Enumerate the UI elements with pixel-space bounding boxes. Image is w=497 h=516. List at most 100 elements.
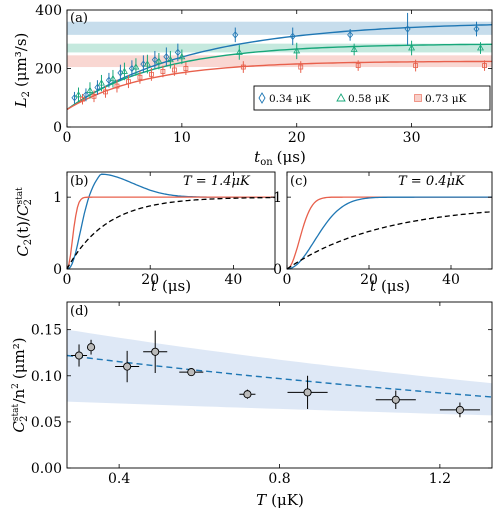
- panel-b-ylabel: C2(t)/Cstat2: [14, 187, 34, 257]
- data-point: [235, 48, 243, 55]
- data-point: [86, 86, 94, 93]
- panel-a-label: (a): [70, 11, 88, 26]
- fit-line: [66, 354, 493, 398]
- data-point: [74, 351, 84, 360]
- legend-label: 0.73 μK: [425, 93, 467, 105]
- panel-a-data-points: [71, 12, 487, 105]
- legend-marker: [414, 94, 422, 102]
- a-ytick-label: 400: [35, 3, 62, 19]
- panel-a-bands: [67, 21, 492, 68]
- c-xtick-label: 0: [283, 272, 292, 288]
- legend-label: 0.34 μK: [269, 93, 311, 105]
- series-line: [66, 196, 275, 270]
- panel-a-legend: 0.34 μK 0.58 μK 0.73 μK: [253, 85, 491, 111]
- data-point: [391, 395, 400, 404]
- panel-b: 0 20 40 0 1 (b) T = 1.4μK t (μs) C2(t)/Cstat2: [14, 171, 276, 295]
- panel-c-curves: [286, 196, 493, 270]
- data-point: [163, 53, 170, 61]
- data-point: [151, 347, 160, 356]
- data-point: [293, 47, 301, 54]
- panel-a-fit-curves: [66, 24, 493, 111]
- c-ytick-label: 1: [273, 190, 282, 206]
- c-xtick-label: 40: [442, 272, 460, 288]
- data-point: [109, 74, 117, 82]
- b-ytick-label: 0: [53, 262, 62, 278]
- data-point: [160, 69, 166, 74]
- data-point: [123, 362, 132, 371]
- panel-b-ticks: 0 20 40 0 1: [53, 172, 275, 288]
- data-point: [75, 91, 82, 98]
- panel-c-ticks: 0 20 40 0 1: [273, 172, 492, 288]
- c-xtick-label: 20: [360, 272, 378, 288]
- panel-c-axes-frame: [286, 171, 493, 270]
- d-xtick-label: 0.8: [268, 471, 290, 487]
- data-point: [455, 405, 464, 414]
- data-point: [243, 390, 252, 399]
- panel-c: 0 20 40 0 1 (c) T = 0.4μK t (μs): [273, 171, 493, 295]
- panel-b-xlabel: t (μs): [151, 277, 191, 295]
- data-point: [120, 67, 128, 74]
- d-xtick-label: 0.4: [108, 471, 130, 487]
- panel-d-label: (d): [70, 304, 88, 319]
- data-point: [140, 60, 147, 68]
- legend-box: [253, 85, 491, 111]
- panel-b-annotation: T = 1.4μK: [183, 174, 251, 189]
- d-ytick-label: 0.05: [31, 415, 62, 431]
- saturation-band: [67, 21, 492, 35]
- b-xtick-label: 0: [63, 272, 72, 288]
- data-point: [183, 66, 189, 71]
- fit-curve: [66, 43, 493, 110]
- data-point: [178, 52, 186, 60]
- d-ytick-label: 0.00: [31, 461, 62, 477]
- panel-d-band: [67, 329, 492, 416]
- data-point: [347, 31, 354, 39]
- legend-marker: [336, 93, 346, 102]
- panel-a-ylabel: L2(μm³/s): [12, 33, 32, 109]
- legend-label: 0.58 μK: [348, 93, 390, 105]
- data-point: [80, 96, 85, 102]
- data-point: [355, 63, 361, 68]
- a-xtick-label: 10: [173, 130, 191, 146]
- panel-d-fit-line: [66, 354, 493, 398]
- data-point: [303, 388, 312, 397]
- a-xtick-label: 20: [288, 130, 306, 146]
- b-xtick-label: 20: [141, 272, 159, 288]
- data-point: [87, 343, 96, 352]
- data-point: [404, 25, 411, 33]
- data-point: [350, 45, 358, 52]
- panel-d: 0.4 0.8 1.2 0.00 0.05 0.10 0.15 (d) T (μK) Csta…: [10, 301, 493, 509]
- data-point: [240, 64, 246, 70]
- c-ytick-label: 0: [273, 262, 282, 278]
- data-point: [298, 64, 304, 70]
- legend-marker: [258, 92, 266, 104]
- data-point: [174, 48, 181, 57]
- series-line: [286, 211, 493, 270]
- data-point: [132, 63, 140, 70]
- d-ytick-label: 0.10: [31, 369, 62, 385]
- data-point: [413, 63, 419, 68]
- panel-d-data-points: [71, 330, 480, 418]
- data-point: [187, 368, 196, 377]
- b-ytick-label: 1: [53, 190, 62, 206]
- confidence-band: [67, 329, 492, 416]
- data-point: [482, 63, 487, 68]
- panel-d-ylabel: Cstat2/n2(μm²): [10, 337, 30, 432]
- panel-c-label: (c): [290, 174, 307, 189]
- data-point: [232, 31, 239, 39]
- data-point: [126, 79, 131, 85]
- fit-curve: [66, 24, 493, 110]
- panel-a-ticks: 0 10 20 30 0 200 400: [35, 3, 492, 146]
- data-point: [82, 91, 89, 99]
- data-point: [91, 93, 97, 99]
- data-point: [477, 44, 484, 51]
- a-ytick-label: 0: [53, 120, 62, 136]
- data-point: [149, 71, 154, 77]
- data-point: [473, 25, 480, 33]
- panel-d-ticks: 0.4 0.8 1.2 0.00 0.05 0.10 0.15: [31, 302, 492, 487]
- a-xtick-label: 0: [63, 130, 72, 146]
- data-point: [114, 83, 120, 89]
- series-line: [66, 196, 275, 270]
- data-point: [171, 67, 177, 73]
- panel-a: 0 10 20 30 0 200 400 (a) 0.34 μK 0.58 μK 0.73 μK…: [12, 3, 493, 168]
